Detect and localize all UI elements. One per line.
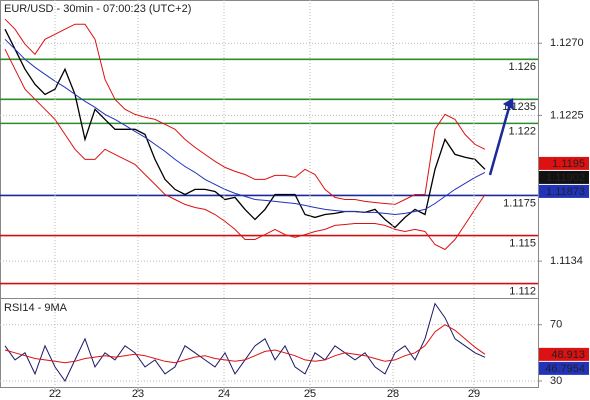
y-tick-label: 1.1225	[550, 109, 584, 121]
rsi-title: RSI14 - 9MA	[4, 302, 68, 314]
price-tag	[539, 184, 589, 198]
forecast-arrow	[488, 103, 512, 176]
level-label: 1.115	[509, 237, 536, 249]
series-line	[4, 324, 486, 364]
series-line	[4, 28, 486, 229]
price-tag	[539, 361, 589, 375]
chart-title: EUR/USD - 30min - 07:00:23 (UTC+2)	[4, 3, 191, 15]
x-tick-label: 29	[468, 388, 480, 400]
series-line	[4, 38, 486, 216]
forecast-arrow-head	[503, 98, 514, 110]
price-tag-label: 1.1195	[552, 158, 585, 170]
price-tag-label: 1.11902	[546, 172, 585, 184]
price-tag-label: 1.11873	[546, 186, 585, 198]
level-label: 1.112	[509, 285, 536, 297]
y-tick-label: 70	[550, 319, 562, 331]
x-tick-label: 25	[304, 388, 316, 400]
price-tag-label: 46.7954	[545, 363, 585, 375]
level-label: 1.126	[508, 61, 536, 73]
price-tag	[539, 170, 589, 184]
level-label: 1.1175	[503, 197, 536, 209]
plot-frame	[0, 0, 539, 388]
price-tag-label: 48.913	[551, 349, 585, 361]
x-tick-label: 28	[387, 388, 399, 400]
y-tick-label: 30	[550, 375, 562, 387]
x-tick-label: 24	[218, 388, 230, 400]
y-tick-label: 1.1134	[550, 255, 583, 267]
series-line	[4, 48, 486, 251]
y-tick-label: 1.1270	[550, 37, 584, 49]
x-tick-label: 23	[132, 388, 144, 400]
x-tick-label: 22	[49, 388, 61, 400]
price-tag	[539, 156, 589, 170]
series-line	[4, 18, 486, 205]
level-label: 1.122	[508, 125, 536, 137]
price-tag	[539, 347, 589, 361]
